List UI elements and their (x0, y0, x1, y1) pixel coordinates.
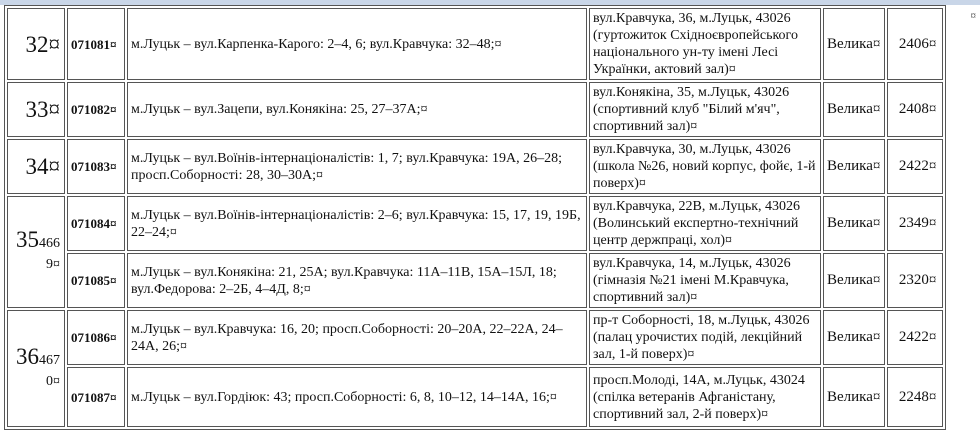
station-address: вул.Кравчука, 36, м.Луцьк, 43026 (гуртож… (589, 8, 821, 80)
station-code: 071087¤ (67, 367, 125, 427)
station-address: вул.Кравчука, 22В, м.Луцьк, 43026 (Волин… (589, 196, 821, 251)
station-boundaries: м.Луцьк – вул.Карпенка-Карого: 2–4, 6; в… (127, 8, 587, 80)
district-number-main: 35 (16, 227, 39, 252)
station-size: Велика¤ (823, 196, 886, 251)
station-size: Велика¤ (823, 8, 886, 80)
station-code: 071081¤ (67, 8, 125, 80)
polling-stations-table: 32¤ 071081¤ м.Луцьк – вул.Карпенка-Карог… (4, 5, 947, 430)
district-number: 32¤ (7, 8, 65, 80)
voter-count: 2349¤ (887, 196, 944, 251)
station-boundaries: м.Луцьк – вул.Воїнів-інтернаціоналістів:… (127, 139, 587, 194)
station-address: вул.Кравчука, 14, м.Луцьк, 43026 (гімназ… (589, 253, 821, 308)
table-row: 36467 0¤ 071086¤ м.Луцьк – вул.Кравчука:… (7, 310, 944, 427)
station-size: Велика¤ (823, 367, 886, 427)
ruler-bar (0, 0, 980, 5)
voter-count: 2422¤ (887, 310, 944, 365)
station-size: Велика¤ (823, 82, 886, 137)
station-boundaries: м.Луцьк – вул.Гордіюк: 43; просп.Соборно… (127, 367, 587, 427)
station-address: вул.Кравчука, 30, м.Луцьк, 43026 (школа … (589, 139, 821, 194)
end-of-row-mark: ¤ (970, 10, 977, 22)
station-address: пр-т Соборності, 18, м.Луцьк, 43026 (пал… (589, 310, 821, 365)
station-code: 071084¤ (67, 196, 125, 251)
district-number-sub: 467 0¤ (39, 352, 60, 389)
district-number: 35466 9¤ (7, 196, 65, 308)
station-code: 071086¤ (67, 310, 125, 365)
station-address: вул.Конякіна, 35, м.Луцьк, 43026 (спорти… (589, 82, 821, 137)
voter-count: 2406¤ (887, 8, 944, 80)
table-row: 34¤ 071083¤ м.Луцьк – вул.Воїнів-інтерна… (7, 139, 944, 194)
district-number-main: 36 (16, 343, 39, 369)
district-number: 33¤ (7, 82, 65, 137)
station-boundaries: м.Луцьк – вул.Зацепи, вул.Конякіна: 25, … (127, 82, 587, 137)
district-number-sub: 466 9¤ (39, 236, 60, 272)
table-row: 33¤ 071082¤ м.Луцьк – вул.Зацепи, вул.Ко… (7, 82, 944, 137)
station-code: 071082¤ (67, 82, 125, 137)
station-size: Велика¤ (823, 139, 886, 194)
station-size: Велика¤ (823, 253, 886, 308)
table-row: 32¤ 071081¤ м.Луцьк – вул.Карпенка-Карог… (7, 8, 944, 80)
station-size: Велика¤ (823, 310, 886, 365)
station-address: просп.Молоді, 14А, м.Луцьк, 43024 (спілк… (589, 367, 821, 427)
table-row: 071087¤ м.Луцьк – вул.Гордіюк: 43; просп… (7, 367, 944, 427)
station-boundaries: м.Луцьк – вул.Воїнів-інтернаціоналістів:… (127, 196, 587, 251)
station-code: 071083¤ (67, 139, 125, 194)
voter-count: 2248¤ (887, 367, 944, 427)
voter-count: 2422¤ (887, 139, 944, 194)
station-boundaries: м.Луцьк – вул.Кравчука: 16, 20; просп.Со… (127, 310, 587, 365)
station-boundaries: м.Луцьк – вул.Конякіна: 21, 25А; вул.Кра… (127, 253, 587, 308)
station-code: 071085¤ (67, 253, 125, 308)
voter-count: 2320¤ (887, 253, 944, 308)
district-number: 36467 0¤ (7, 310, 65, 427)
voter-count: 2408¤ (887, 82, 944, 137)
table-row: 071085¤ м.Луцьк – вул.Конякіна: 21, 25А;… (7, 253, 944, 308)
table-row: 35466 9¤ 071084¤ м.Луцьк – вул.Воїнів-ін… (7, 196, 944, 308)
district-number: 34¤ (7, 139, 65, 194)
